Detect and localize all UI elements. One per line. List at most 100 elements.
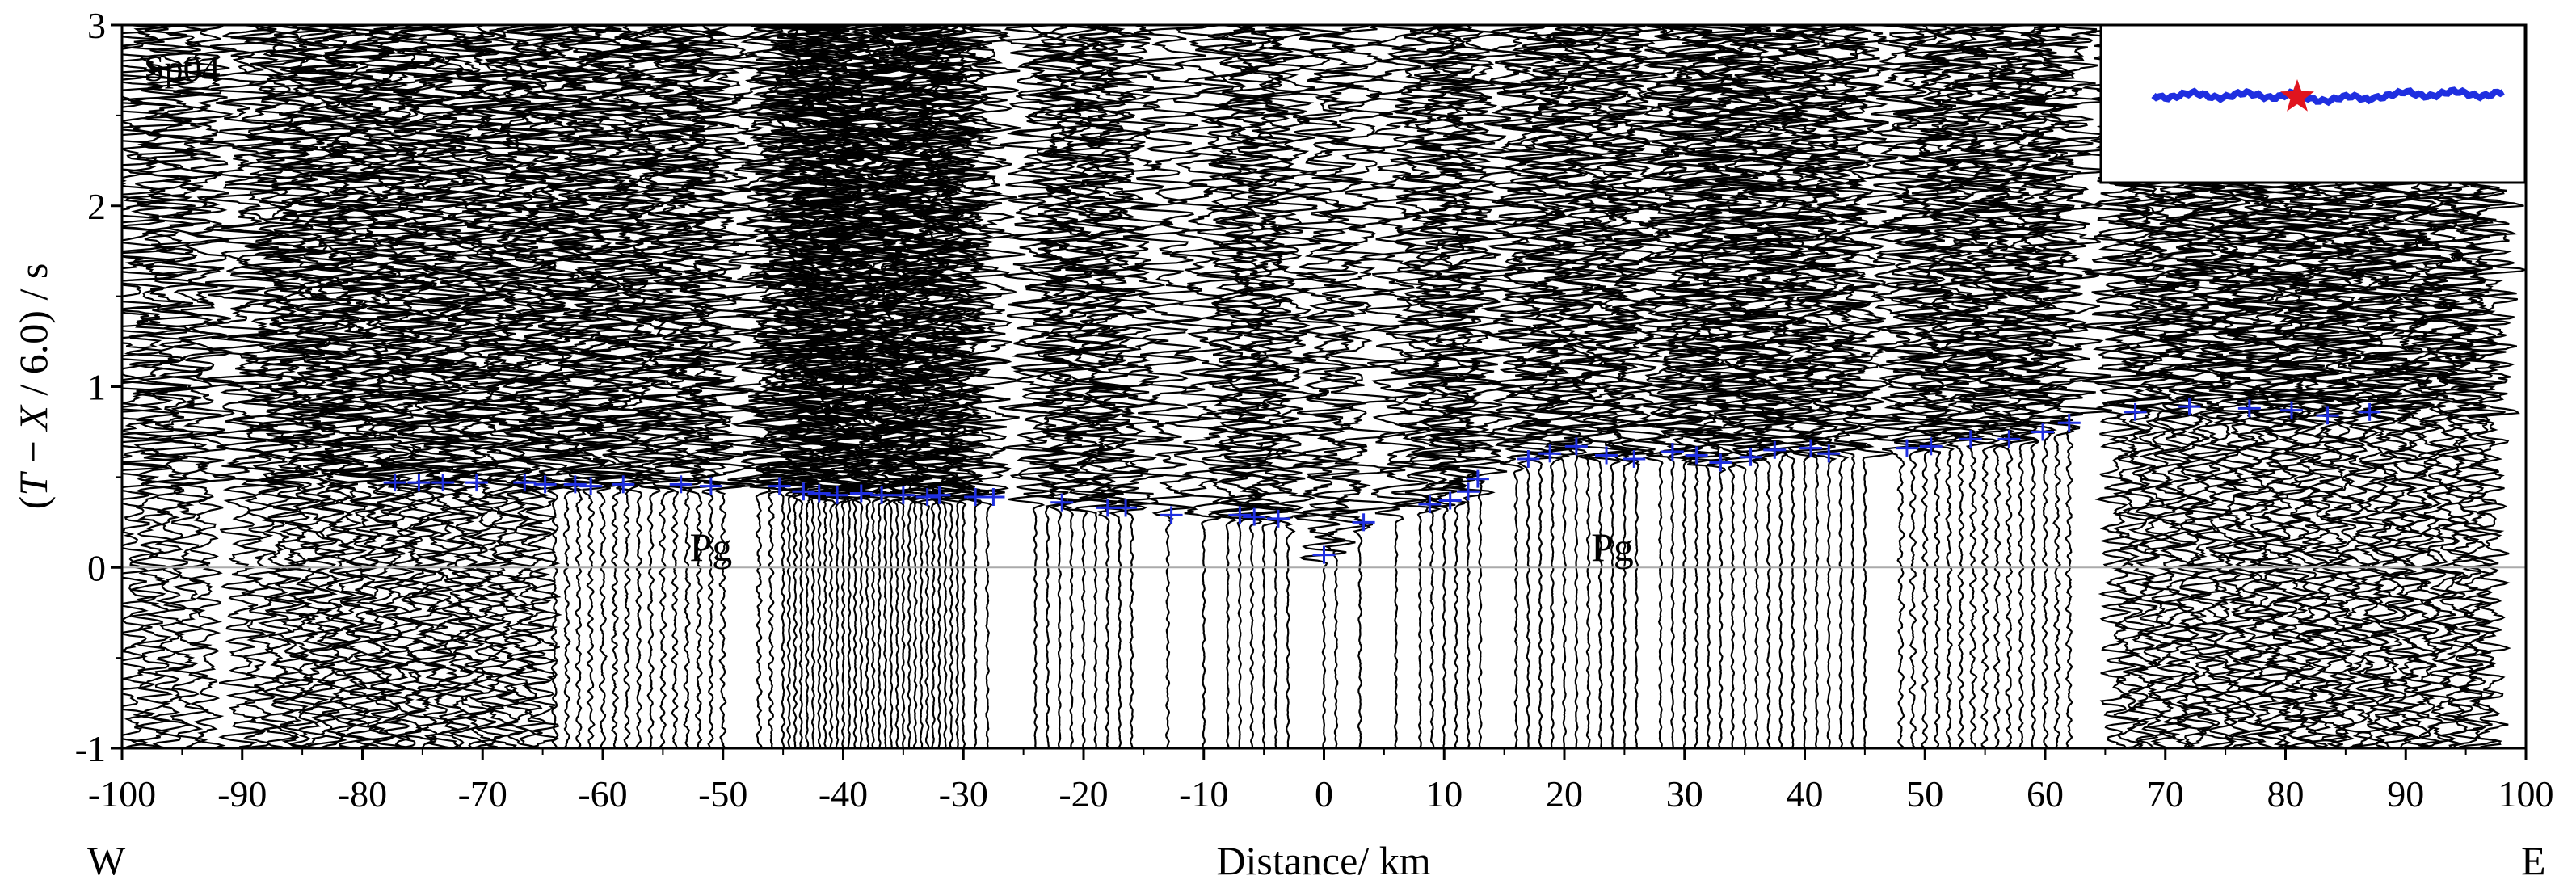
pg-pick-marker xyxy=(2031,423,2055,441)
x-axis: -100 -90 -80 -70 -60 -50 -40 -30 -20 -10 0 10 20 30 40… xyxy=(88,748,2554,815)
seismic-trace xyxy=(1509,25,1593,748)
seismic-trace xyxy=(1926,25,2018,748)
y-title-open: ( xyxy=(11,496,56,510)
pg-pick-marker xyxy=(699,477,722,495)
pg-pick-marker xyxy=(2124,402,2147,421)
source-star-icon xyxy=(2280,79,2314,112)
pg-pick-marker xyxy=(982,487,1005,506)
pg-pick-marker xyxy=(1050,493,1074,512)
seismic-trace xyxy=(346,25,423,748)
pg-pick-marker xyxy=(2237,399,2261,418)
seismic-trace xyxy=(682,25,761,748)
x-tick-label: 40 xyxy=(1787,773,1824,815)
seismic-trace xyxy=(360,25,436,748)
seismic-trace xyxy=(620,25,703,748)
seismic-trace xyxy=(1686,25,1775,748)
seismic-trace xyxy=(271,25,360,748)
seismic-trace xyxy=(893,25,972,748)
east-label: E xyxy=(2521,838,2546,880)
seismic-trace xyxy=(122,25,175,748)
seismic-trace xyxy=(613,25,689,748)
x-tick-label: -90 xyxy=(217,773,267,815)
seismic-trace xyxy=(1909,25,1987,748)
y-axis: -1 0 1 2 3 xyxy=(75,5,122,769)
x-tick-label: 20 xyxy=(1546,773,1583,815)
seismic-trace xyxy=(745,25,831,748)
seismic-trace xyxy=(467,25,547,748)
seismic-trace xyxy=(2009,25,2082,748)
x-tick-label: -10 xyxy=(1179,773,1228,815)
seismic-trace xyxy=(450,25,516,748)
pg-pick-marker xyxy=(1538,444,1562,463)
pg-pick-marker xyxy=(1266,509,1290,528)
pg-pick-marker xyxy=(669,475,692,494)
y-title-t: T xyxy=(11,471,56,496)
seismic-trace xyxy=(1943,25,2032,748)
pg-pick-marker xyxy=(2358,402,2381,421)
seismic-trace xyxy=(1412,25,1498,748)
pg-pick-marker xyxy=(1466,469,1489,488)
pg-pick-marker xyxy=(928,486,951,504)
seismic-trace xyxy=(221,25,300,748)
pg-pick-marker xyxy=(807,484,831,503)
pg-pick-marker xyxy=(792,482,815,501)
seismic-trace xyxy=(124,25,212,748)
y-tick-label: 3 xyxy=(87,5,106,46)
seismic-trace xyxy=(383,25,461,748)
seismic-trace xyxy=(2016,25,2100,748)
seismic-trace xyxy=(1195,25,1263,748)
pg-pick-marker xyxy=(533,475,557,494)
pg-pick-marker xyxy=(1418,495,1442,513)
seismic-trace xyxy=(1161,25,1244,748)
pg-pick-marker xyxy=(1895,439,1918,457)
seismic-trace xyxy=(832,25,912,748)
y-title-x: X xyxy=(11,404,56,432)
x-tick-label: 80 xyxy=(2267,773,2305,815)
pg-pick-marker xyxy=(407,474,431,492)
pg-pick-marker xyxy=(1312,545,1336,564)
x-tick-label: 30 xyxy=(1666,773,1703,815)
pg-pick-marker xyxy=(826,486,849,504)
seismic-trace xyxy=(200,25,286,748)
seismic-trace xyxy=(1741,25,1823,748)
pg-pick-marker xyxy=(2316,406,2339,425)
seismic-trace xyxy=(2027,25,2113,748)
seismic-trace xyxy=(915,25,975,748)
pg-pick-marker xyxy=(2178,398,2201,416)
seismic-trace xyxy=(1359,25,1430,748)
pg-pick-marker xyxy=(563,475,587,494)
pg-pick-marker xyxy=(1709,453,1732,472)
seismic-trace xyxy=(805,25,879,748)
pg-pick-marker xyxy=(465,474,488,492)
seismic-trace xyxy=(1432,25,1505,748)
seismic-trace xyxy=(1823,25,1886,748)
pg-pick-marker xyxy=(1919,437,1943,456)
seismic-trace xyxy=(631,25,711,748)
pg-pick-marker xyxy=(1997,430,2021,448)
pg-pick-marker xyxy=(1114,499,1138,517)
inset-profile-line xyxy=(2151,86,2505,107)
pg-pick-marker xyxy=(431,474,455,492)
seismic-trace xyxy=(785,25,878,748)
seismic-trace xyxy=(1888,25,1964,748)
pg-pick-marker xyxy=(1685,446,1708,465)
pg-pick-marker xyxy=(612,475,635,494)
seismic-trace xyxy=(1863,25,1944,748)
y-title-rest: / 6.0) / s xyxy=(11,263,56,406)
seismic-trace xyxy=(948,25,1026,748)
x-tick-label: -100 xyxy=(88,773,156,815)
y-tick-label: -1 xyxy=(75,728,106,769)
seismic-trace xyxy=(560,25,650,748)
x-tick-label: 70 xyxy=(2147,773,2184,815)
seismic-trace xyxy=(290,25,360,748)
pg-pick-marker xyxy=(1243,507,1266,526)
seismic-trace xyxy=(314,25,389,748)
seismic-trace xyxy=(1677,25,1740,748)
y-title-minus: − xyxy=(11,431,56,474)
pg-pick-marker xyxy=(1623,450,1646,468)
pg-pick-marker xyxy=(1352,513,1375,532)
phase-annotations: Pg Pg xyxy=(689,524,1633,570)
y-tick-label: 2 xyxy=(87,186,106,227)
seismic-trace xyxy=(1776,25,1856,748)
